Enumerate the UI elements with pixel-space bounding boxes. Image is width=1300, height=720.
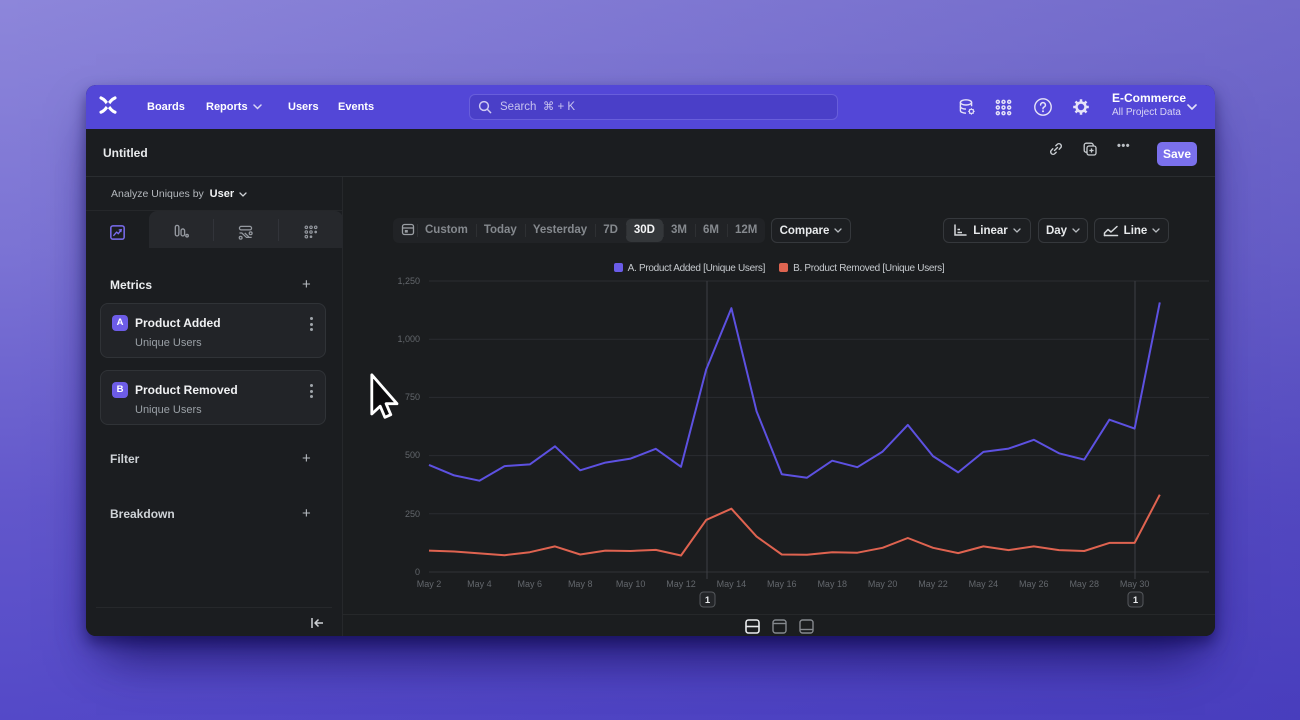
svg-text:May 20: May 20 (868, 579, 898, 589)
svg-text:May 10: May 10 (616, 579, 646, 589)
svg-text:May 24: May 24 (969, 579, 999, 589)
svg-text:1,000: 1,000 (397, 334, 420, 344)
svg-text:250: 250 (405, 509, 420, 519)
svg-text:1,250: 1,250 (397, 276, 420, 286)
svg-text:May 12: May 12 (666, 579, 696, 589)
svg-text:500: 500 (405, 450, 420, 460)
svg-text:1: 1 (1133, 595, 1139, 606)
svg-text:May 4: May 4 (467, 579, 492, 589)
svg-text:May 2: May 2 (417, 579, 442, 589)
svg-text:May 14: May 14 (717, 579, 747, 589)
svg-text:May 18: May 18 (817, 579, 847, 589)
svg-text:May 6: May 6 (518, 579, 543, 589)
svg-text:1: 1 (705, 595, 711, 606)
svg-text:0: 0 (415, 567, 420, 577)
svg-text:May 30: May 30 (1120, 579, 1150, 589)
svg-text:May 16: May 16 (767, 579, 797, 589)
svg-text:May 8: May 8 (568, 579, 593, 589)
svg-text:May 22: May 22 (918, 579, 948, 589)
svg-text:May 28: May 28 (1069, 579, 1099, 589)
svg-text:May 26: May 26 (1019, 579, 1049, 589)
svg-text:750: 750 (405, 392, 420, 402)
